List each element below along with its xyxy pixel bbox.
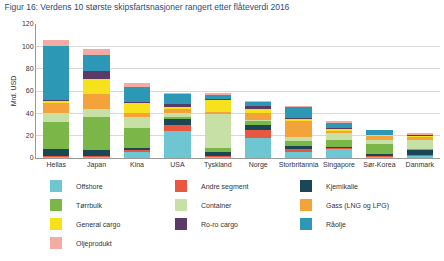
svg-text:Kina: Kina	[130, 161, 144, 168]
svg-text:40: 40	[26, 110, 34, 117]
svg-text:Tørrbulk: Tørrbulk	[76, 202, 103, 209]
svg-text:Gass (LNG og LPG): Gass (LNG og LPG)	[326, 202, 389, 210]
svg-text:Hellas: Hellas	[46, 161, 66, 168]
svg-text:100: 100	[22, 43, 34, 50]
svg-text:60: 60	[26, 87, 34, 94]
svg-text:Figur 16: Verdens 10 største s: Figur 16: Verdens 10 største skipsfartsn…	[4, 2, 289, 12]
svg-text:USA: USA	[170, 161, 185, 168]
svg-text:Mrd. USD: Mrd. USD	[10, 76, 17, 107]
svg-text:Kjemikalie: Kjemikalie	[326, 183, 358, 191]
svg-text:Storbritannia: Storbritannia	[279, 161, 319, 168]
svg-text:Tyskland: Tyskland	[204, 161, 232, 169]
svg-text:Sør-Korea: Sør-Korea	[363, 161, 395, 168]
svg-text:20: 20	[26, 132, 34, 139]
svg-text:Råolje: Råolje	[326, 221, 346, 229]
svg-text:Ro-ro cargo: Ro-ro cargo	[201, 221, 238, 229]
svg-text:Andre segment: Andre segment	[201, 183, 249, 191]
svg-text:Offshore: Offshore	[76, 183, 103, 190]
svg-text:Oljeprodukt: Oljeprodukt	[76, 240, 112, 248]
svg-text:Container: Container	[201, 202, 232, 209]
svg-text:Norge: Norge	[249, 161, 268, 169]
svg-text:Danmark: Danmark	[406, 161, 435, 168]
svg-text:General cargo: General cargo	[76, 221, 120, 229]
svg-text:Singapore: Singapore	[323, 161, 355, 169]
svg-text:0: 0	[30, 154, 34, 161]
svg-text:Japan: Japan	[87, 161, 106, 169]
svg-text:80: 80	[26, 65, 34, 72]
svg-text:120: 120	[22, 20, 34, 27]
